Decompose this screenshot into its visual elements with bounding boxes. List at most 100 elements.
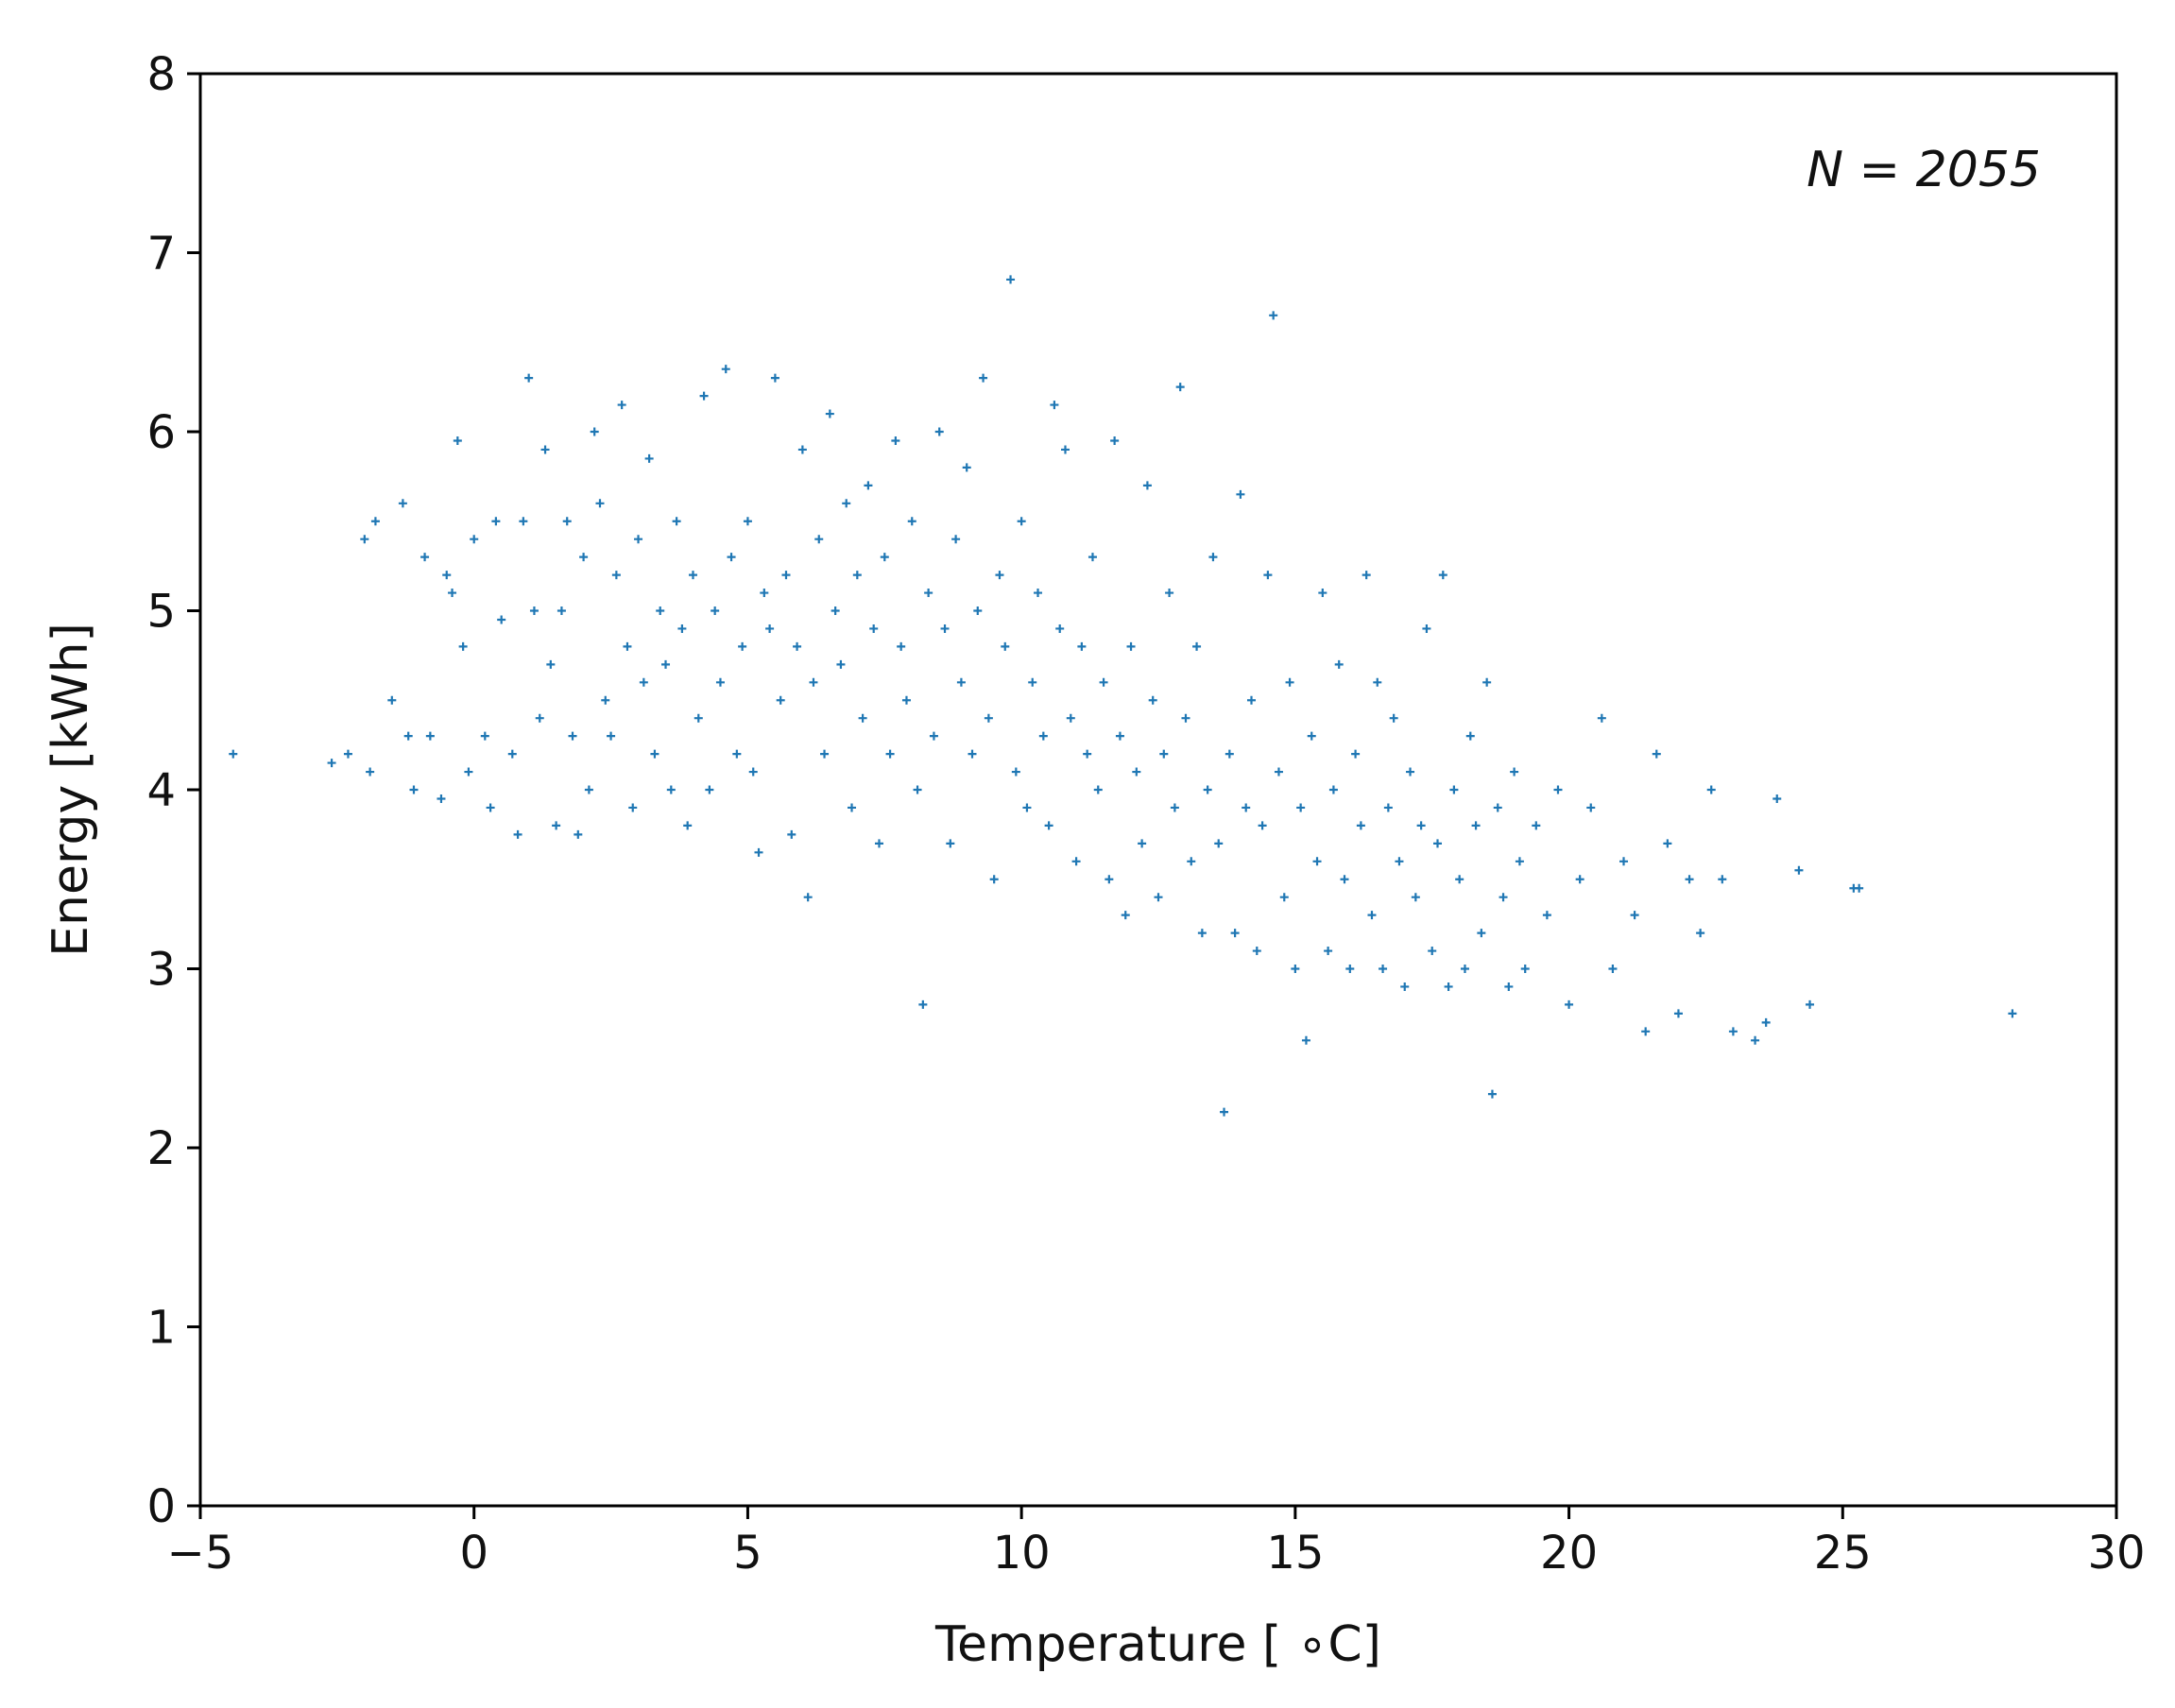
data-point [1673, 1009, 1683, 1018]
data-point [1214, 839, 1224, 848]
data-point [1187, 857, 1196, 866]
data-point [513, 829, 522, 839]
data-point [1471, 821, 1481, 830]
data-point [595, 499, 605, 508]
data-point [1504, 982, 1514, 991]
data-point [831, 606, 840, 615]
data-point [1383, 803, 1393, 812]
data-point [453, 436, 462, 445]
data-point [1465, 731, 1475, 741]
data-point [1170, 803, 1179, 812]
data-point [519, 517, 528, 526]
data-point [1301, 1035, 1310, 1045]
data-point [546, 659, 556, 669]
data-point [1061, 445, 1070, 454]
data-point [1083, 749, 1092, 759]
data-point [1449, 785, 1459, 794]
data-point [398, 499, 407, 508]
data-point [683, 821, 693, 830]
data-point [568, 731, 577, 741]
y-tick-label: 0 [146, 1480, 176, 1533]
data-point [1362, 571, 1371, 580]
data-point [437, 794, 446, 803]
data-point [1411, 893, 1420, 902]
data-point [973, 606, 983, 615]
data-point [809, 677, 818, 687]
data-point [1230, 929, 1240, 938]
data-point [979, 373, 988, 383]
y-tick-label: 1 [146, 1302, 176, 1355]
data-point [387, 695, 397, 705]
data-point [858, 713, 867, 723]
data-point [1296, 803, 1306, 812]
data-point [1225, 749, 1234, 759]
data-point [1493, 803, 1502, 812]
data-point [699, 391, 709, 401]
data-point [803, 893, 813, 902]
data-point [1340, 875, 1349, 884]
data-point [940, 623, 950, 633]
data-point [1685, 875, 1694, 884]
data-point [1132, 767, 1141, 777]
data-point [1197, 929, 1207, 938]
data-point [634, 535, 643, 544]
data-point [1575, 875, 1584, 884]
data-point [464, 767, 473, 777]
data-point [1334, 659, 1344, 669]
y-axis: 0 1 2 3 4 5 6 7 8 [146, 48, 200, 1533]
data-point [776, 695, 785, 705]
data-point [458, 641, 468, 651]
data-point [617, 401, 626, 410]
data-point [874, 839, 883, 848]
data-point [1126, 641, 1136, 651]
data-point [1328, 785, 1338, 794]
data-point [1077, 641, 1087, 651]
data-point [486, 803, 495, 812]
data-point [743, 517, 752, 526]
data-point [601, 695, 610, 705]
data-point [836, 659, 846, 669]
data-point [497, 615, 506, 624]
data-point [403, 731, 413, 741]
data-point [1422, 623, 1431, 633]
data-point [956, 677, 966, 687]
data-point [688, 571, 697, 580]
data-point [1324, 947, 1333, 956]
data-point [1542, 911, 1551, 920]
data-point [327, 759, 336, 768]
data-point [1011, 767, 1020, 777]
data-point [1696, 929, 1705, 938]
y-tick-label: 3 [146, 944, 176, 997]
data-point [370, 517, 380, 526]
data-point [1455, 875, 1464, 884]
data-point [529, 606, 539, 615]
data-point [968, 749, 977, 759]
y-axis-label: Energy [kWh] [43, 623, 99, 957]
data-points [229, 275, 2017, 1117]
x-tick-label: 15 [1266, 1527, 1324, 1580]
y-tick-label: 8 [146, 48, 176, 101]
data-point [656, 606, 665, 615]
data-point [343, 749, 352, 759]
data-point [1220, 1107, 1229, 1117]
data-point [1706, 785, 1716, 794]
data-point [1477, 929, 1486, 938]
data-point [962, 463, 971, 472]
data-point [1641, 1027, 1651, 1036]
data-point [797, 445, 807, 454]
data-point [491, 517, 501, 526]
data-point [880, 553, 889, 562]
data-point [644, 453, 654, 463]
data-point [1044, 821, 1053, 830]
data-point [897, 641, 906, 651]
data-point [848, 803, 857, 812]
data-point [951, 535, 961, 544]
data-point [1345, 965, 1355, 973]
data-point [1356, 821, 1365, 830]
plot-frame [198, 72, 2118, 1508]
data-point [934, 427, 944, 436]
y-tick-label: 6 [146, 406, 176, 459]
data-point [579, 553, 589, 562]
data-point [1406, 767, 1415, 777]
data-point [929, 731, 938, 741]
